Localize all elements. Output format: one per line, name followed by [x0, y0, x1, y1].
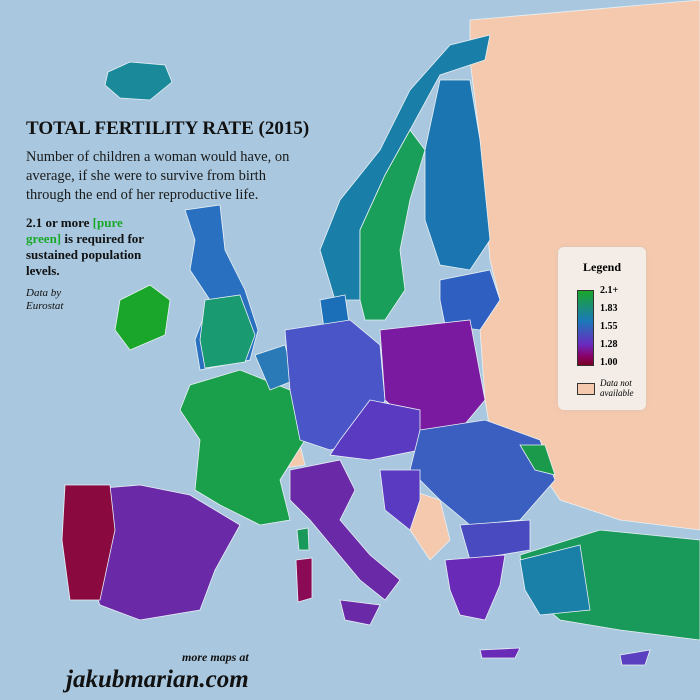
region-spain-northwest [61, 484, 116, 601]
description-column: Number of children a woman would have, o… [26, 148, 301, 313]
map-subtitle: Number of children a woman would have, o… [26, 149, 290, 203]
region-corsica [296, 527, 310, 551]
region-ireland [114, 284, 171, 351]
region-czech-austria [329, 399, 421, 461]
note-prefix: 2.1 or more [26, 215, 93, 230]
legend-title: Legend [582, 260, 621, 274]
footer-site: jakubmarian.com [66, 666, 249, 693]
legend-tick: 1.00 [600, 357, 618, 368]
region-england-south [199, 294, 256, 369]
legend-gradient [577, 290, 594, 366]
legend-tick: 2.1+ [600, 285, 619, 296]
region-france [179, 369, 306, 526]
region-bulgaria [459, 519, 531, 561]
data-source: Data by Eurostat [26, 287, 64, 312]
region-finland [424, 79, 491, 271]
region-turkey-west [519, 544, 591, 616]
region-greece [444, 554, 506, 621]
legend-tick: 1.55 [600, 321, 618, 332]
note-highlight: [pure green] [26, 215, 123, 246]
region-crete [479, 647, 521, 659]
legend-na-swatch [577, 383, 595, 395]
region-sicily [339, 599, 381, 626]
legend-tick: 1.28 [600, 339, 618, 350]
region-baltics [439, 269, 501, 331]
region-sardinia [295, 557, 313, 603]
region-croatia [379, 469, 421, 531]
note-suffix: is required for sustained population lev… [26, 231, 144, 278]
region-moldova [519, 444, 556, 476]
map-title: TOTAL FERTILITY RATE (2015) [26, 118, 310, 139]
legend-tick: 1.83 [600, 303, 618, 314]
footer-more: more maps at [182, 650, 249, 664]
region-sweden [359, 129, 426, 321]
legend-na-label: Data not available [600, 378, 634, 398]
region-iceland [104, 61, 173, 101]
legend: Legend 2.1+ 1.83 1.55 1.28 1.00 Data not… [558, 247, 646, 410]
replacement-note: 2.1 or more [pure green] is required for… [26, 215, 156, 279]
region-cyprus [619, 649, 651, 666]
region-italy [289, 459, 401, 601]
